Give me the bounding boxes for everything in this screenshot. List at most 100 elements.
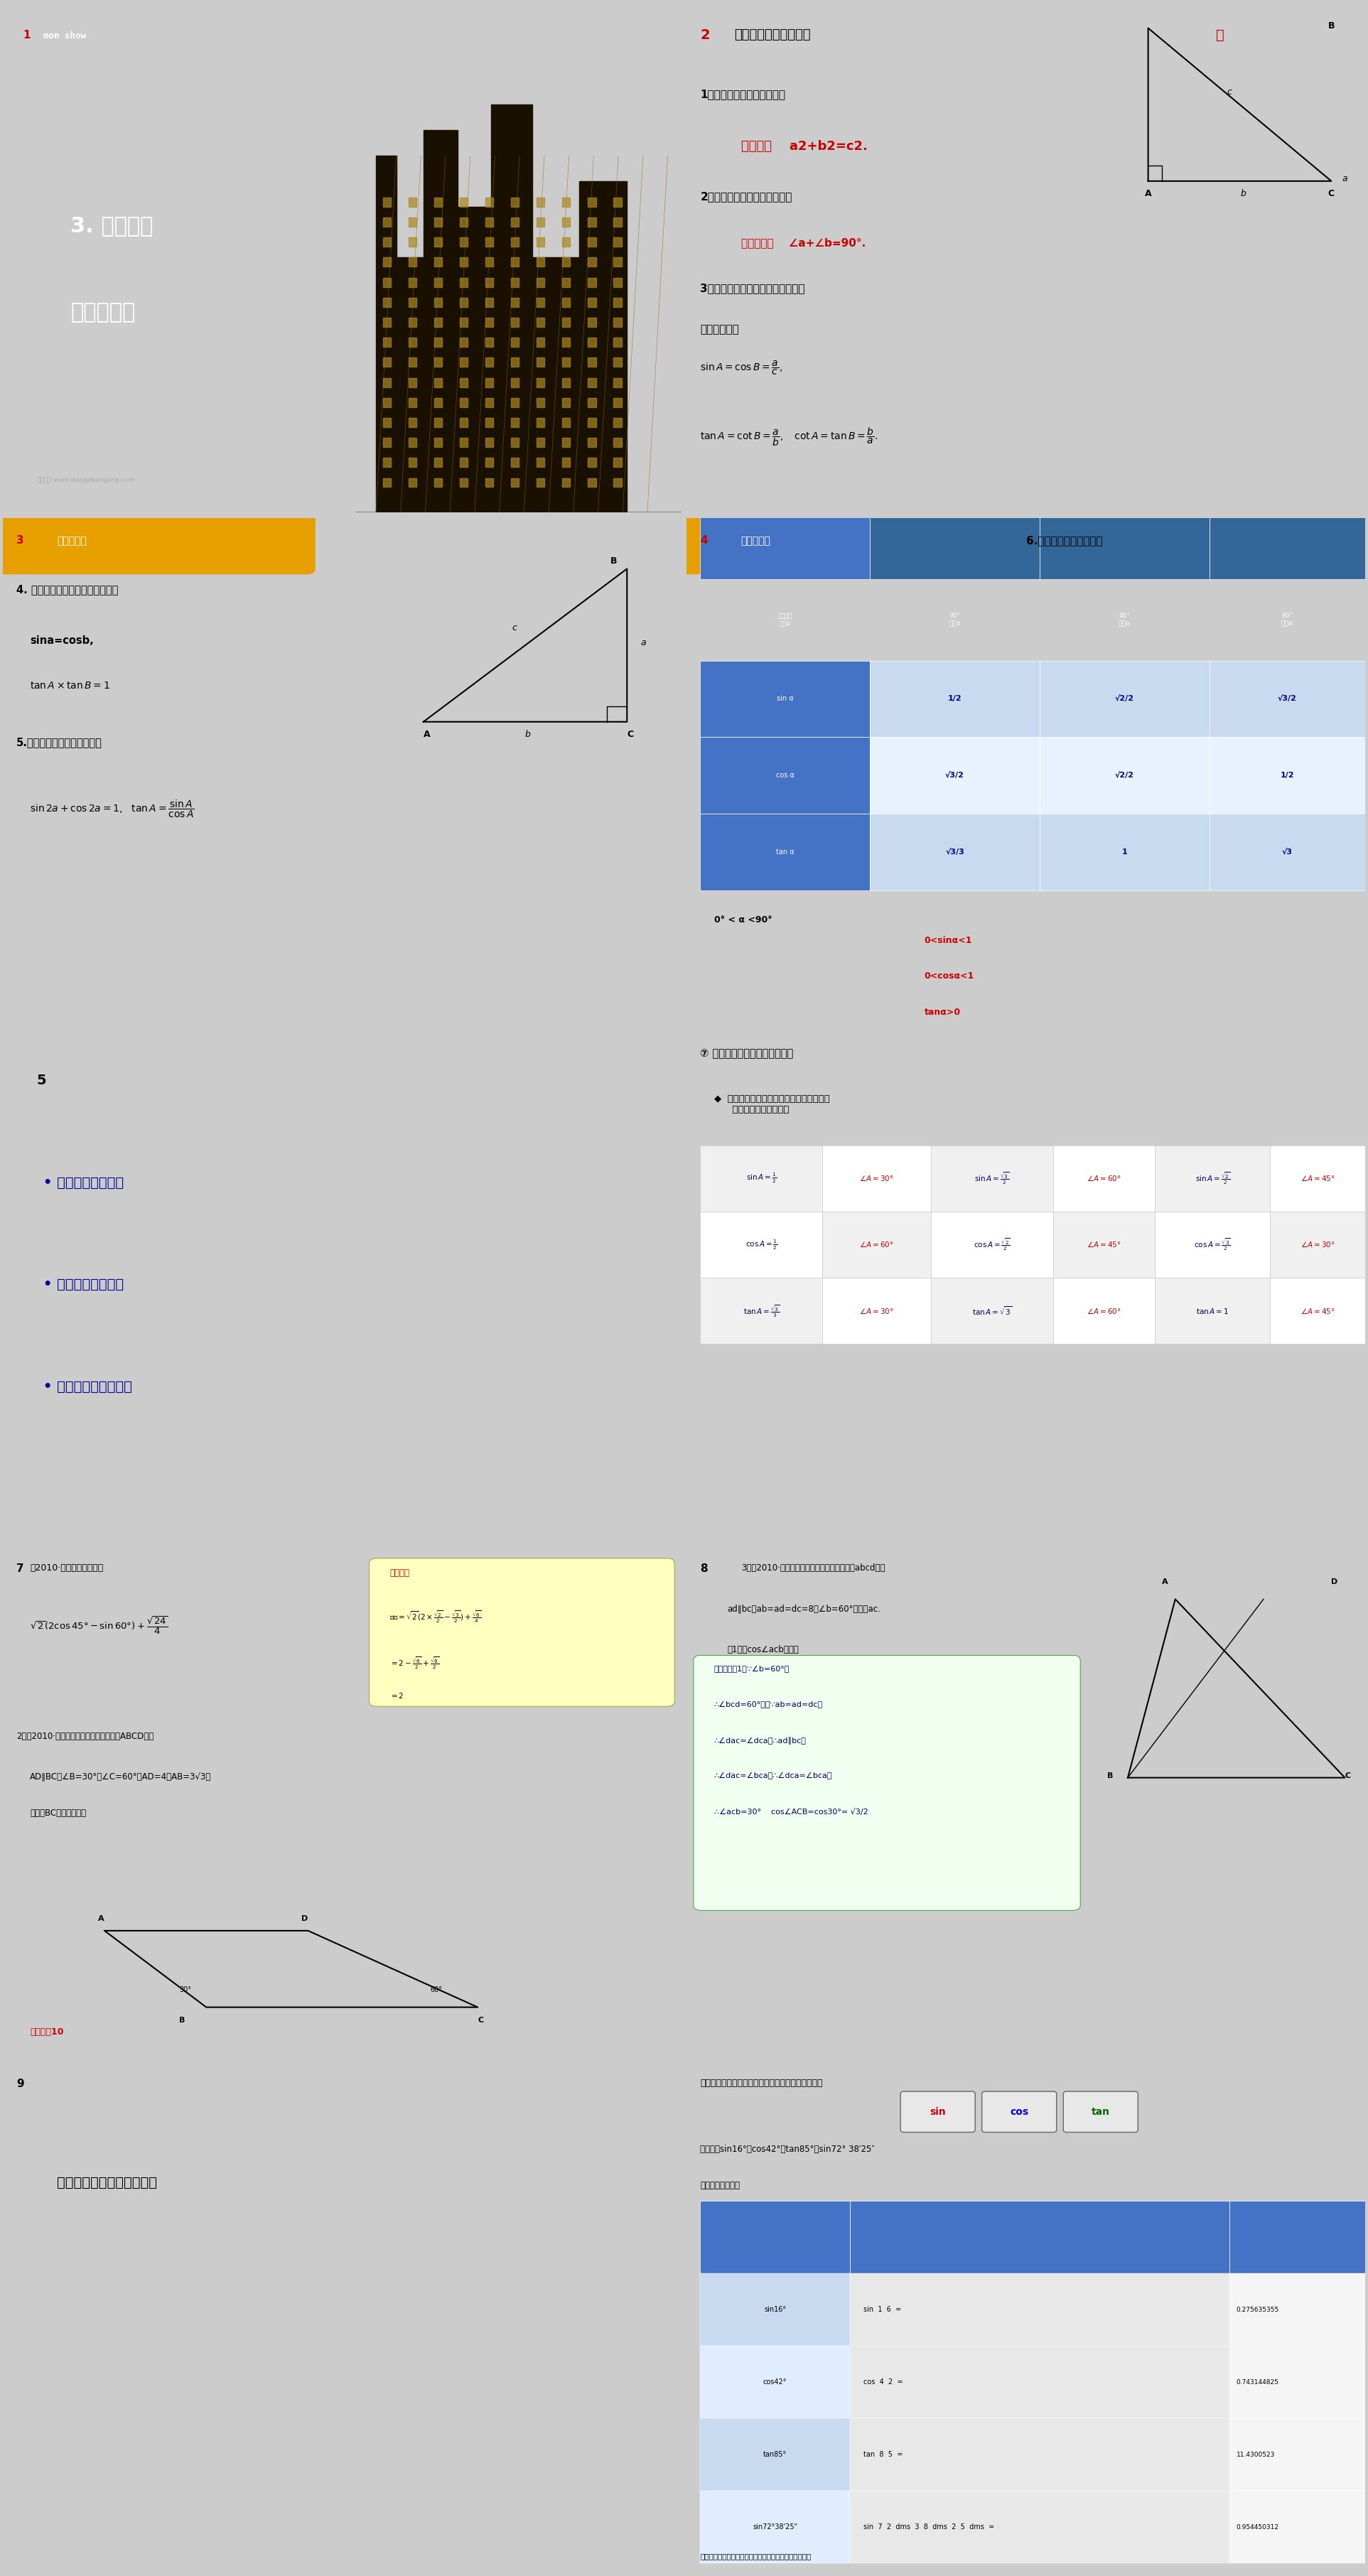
Bar [562,337,570,348]
Text: ad∥bc，ab=ad=dc=8，∠b=60°，连接ac.: ad∥bc，ab=ad=dc=8，∠b=60°，连接ac. [728,1605,881,1613]
Bar [536,299,544,307]
Bar [613,198,621,206]
Text: B: B [179,2017,185,2025]
Bar [613,417,621,428]
Bar [1209,737,1365,814]
Bar [1230,2491,1368,2563]
Text: tan  8  5  =: tan 8 5 = [863,2450,903,2458]
Bar [588,438,596,448]
Bar [486,438,494,448]
Bar [383,459,391,466]
Text: （2010·丹东中考）计算：: （2010·丹东中考）计算： [30,1564,103,1574]
Bar [536,438,544,448]
Bar [460,258,468,268]
Text: b: b [525,729,531,739]
Text: AD∥BC，∠B=30°，∠C=60°，AD=4，AB=3√3，: AD∥BC，∠B=30°，∠C=60°，AD=4，AB=3√3， [30,1772,212,1783]
Text: 8: 8 [700,1564,707,1574]
Text: 道格办公-www.daogebangong.com: 道格办公-www.daogebangong.com [37,477,135,484]
Bar [1155,1211,1271,1278]
Text: a: a [640,639,646,647]
Bar [1209,814,1365,891]
Bar [613,299,621,307]
Text: 0<sinα<1: 0<sinα<1 [925,935,973,945]
Bar [700,1278,822,1345]
Bar [562,278,570,286]
Text: sin α: sin α [777,696,793,703]
Text: ∴∠acb=30°    cos∠ACB=cos30°= √3/2: ∴∠acb=30° cos∠ACB=cos30°= √3/2 [714,1808,867,1816]
Bar [486,337,494,348]
Bar [1230,2347,1368,2419]
Bar [486,459,494,466]
Text: 勾股定理    a2+b2=c2.: 勾股定理 a2+b2=c2. [741,139,867,152]
Bar [486,317,494,327]
Text: A: A [1161,1579,1168,1584]
Bar [562,358,570,366]
Bar [408,438,416,448]
Text: c: c [512,623,517,631]
Text: （1）求cos∠acb的值；: （1）求cos∠acb的值； [728,1646,799,1654]
Bar [588,459,596,466]
Bar [870,497,1040,580]
FancyBboxPatch shape [369,1558,674,1705]
Bar [434,198,442,206]
Text: 30°: 30° [179,1986,192,1994]
Bar [460,358,468,366]
Text: 则下底BC的长为＿＿＿: 则下底BC的长为＿＿＿ [30,1808,86,1819]
Text: 【解析】（1）∵∠b=60°，: 【解析】（1）∵∠b=60°， [714,1667,789,1672]
Text: 60°: 60° [430,1986,442,1994]
Text: B: B [1328,21,1335,31]
Text: $\angle A = 60°$: $\angle A = 60°$ [1086,1175,1122,1182]
Text: tanα>0: tanα>0 [925,1007,960,1018]
Bar [408,417,416,428]
Text: 4: 4 [700,536,707,546]
Text: 计算器的型号与功能可能不同，请按相应的说明书使用。: 计算器的型号与功能可能不同，请按相应的说明书使用。 [700,2553,811,2561]
Text: $\sin A = \frac{\sqrt{3}}{2}$: $\sin A = \frac{\sqrt{3}}{2}$ [974,1170,1010,1185]
Bar [1040,737,1209,814]
Text: 0.743144825: 0.743144825 [1237,2380,1279,2385]
Text: $\angle A = 60°$: $\angle A = 60°$ [1086,1306,1122,1316]
Bar [536,358,544,366]
Bar [1271,1211,1365,1278]
Bar [510,417,518,428]
Text: 30°
锐角α: 30° 锐角α [949,613,960,626]
Bar [588,278,596,286]
Bar [460,317,468,327]
FancyBboxPatch shape [0,513,315,574]
Text: C: C [1328,188,1335,198]
Bar [822,1278,932,1345]
Bar [510,479,518,487]
Bar [1209,497,1365,580]
Text: 0<cosα<1: 0<cosα<1 [925,971,974,981]
Bar [460,198,468,206]
Bar [510,379,518,386]
Bar [510,198,518,206]
Bar [408,299,416,307]
Bar [850,2347,1230,2419]
Text: ◆  填表：已知一个角的三角函数值，求这个
      角的度数（逆向思维）: ◆ 填表：已知一个角的三角函数值，求这个 角的度数（逆向思维） [714,1095,829,1113]
Bar [383,216,391,227]
Bar [434,479,442,487]
Bar [613,258,621,268]
Bar [588,258,596,268]
Bar [383,237,391,247]
Bar [1230,2419,1368,2491]
Bar [510,237,518,247]
Bar [434,438,442,448]
Text: sin: sin [930,2107,945,2117]
Text: $\tan A = \cot B = \dfrac{a}{b},$   $\cot A = \tan B = \dfrac{b}{a}.$: $\tan A = \cot B = \dfrac{a}{b},$ $\cot … [700,425,878,448]
Bar [1271,1146,1365,1211]
Text: 【答案】10: 【答案】10 [30,2027,64,2038]
Bar [613,379,621,386]
Text: A: A [97,1914,104,1922]
Bar [486,258,494,268]
Text: tan85°: tan85° [763,2450,787,2458]
Bar [486,479,494,487]
Text: • 正弦函数是增函数: • 正弦函数是增函数 [44,1175,124,1190]
Bar [932,1278,1053,1345]
Bar [383,397,391,407]
Bar [613,459,621,466]
Bar [562,479,570,487]
Text: $\cos A = \frac{1}{2}$: $\cos A = \frac{1}{2}$ [746,1239,777,1252]
Text: 1: 1 [1122,848,1127,855]
Bar [613,397,621,407]
